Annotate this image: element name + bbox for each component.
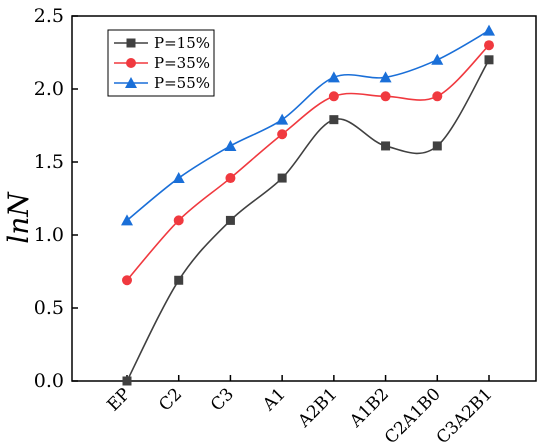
- x-tick-label: C3: [207, 384, 238, 415]
- x-tick-label: C3A2B1: [433, 384, 497, 448]
- y-tick-label: 2.5: [34, 5, 64, 27]
- data-point: [172, 172, 185, 184]
- legend-marker: [126, 58, 136, 68]
- data-point: [431, 53, 444, 65]
- x-tick-label: A1: [258, 384, 289, 415]
- y-tick-label: 0.5: [34, 297, 64, 319]
- data-point: [225, 173, 236, 184]
- data-point: [277, 129, 288, 140]
- y-tick-label: 1.0: [34, 224, 64, 246]
- x-tick-label: EP: [104, 384, 135, 415]
- legend-marker: [126, 38, 136, 48]
- data-point: [484, 55, 494, 65]
- x-tick-label: A1B2: [345, 384, 393, 432]
- data-point: [379, 71, 392, 83]
- legend-item: P=15%: [114, 34, 210, 52]
- data-point: [276, 113, 289, 125]
- data-point: [173, 215, 184, 226]
- y-tick-label: 0.0: [34, 370, 64, 392]
- data-point: [483, 24, 495, 36]
- legend-marker: [125, 77, 137, 88]
- x-tick-label: C2A1B0: [381, 384, 445, 448]
- data-point: [224, 139, 237, 151]
- data-point: [225, 215, 235, 225]
- data-point: [122, 376, 132, 386]
- data-point: [432, 141, 442, 151]
- legend-label: P=35%: [154, 54, 210, 72]
- data-point: [277, 173, 287, 183]
- legend-item: P=55%: [114, 74, 210, 92]
- legend-label: P=15%: [154, 34, 210, 52]
- data-point: [380, 91, 391, 102]
- data-point: [327, 71, 340, 83]
- data-point: [432, 91, 443, 102]
- data-point: [328, 91, 339, 102]
- y-axis-label: lnN: [2, 191, 35, 244]
- data-point: [122, 275, 132, 286]
- plot-frame: [71, 15, 537, 382]
- data-point: [329, 115, 339, 125]
- x-tick-label: C2: [155, 384, 186, 415]
- series-3: [121, 24, 495, 226]
- data-point: [484, 40, 494, 51]
- data-point: [174, 275, 184, 285]
- legend: P=15% P=35% P=55%: [107, 29, 215, 97]
- data-point: [381, 141, 391, 151]
- series-1: [122, 55, 494, 386]
- x-tick-label: A2B1: [294, 384, 342, 432]
- legend-item: P=35%: [114, 54, 210, 72]
- y-tick-label: 2.0: [34, 78, 64, 100]
- series-2: [122, 40, 494, 286]
- y-tick-label: 1.5: [34, 151, 64, 173]
- data-point: [121, 214, 133, 226]
- legend-label: P=55%: [154, 74, 210, 92]
